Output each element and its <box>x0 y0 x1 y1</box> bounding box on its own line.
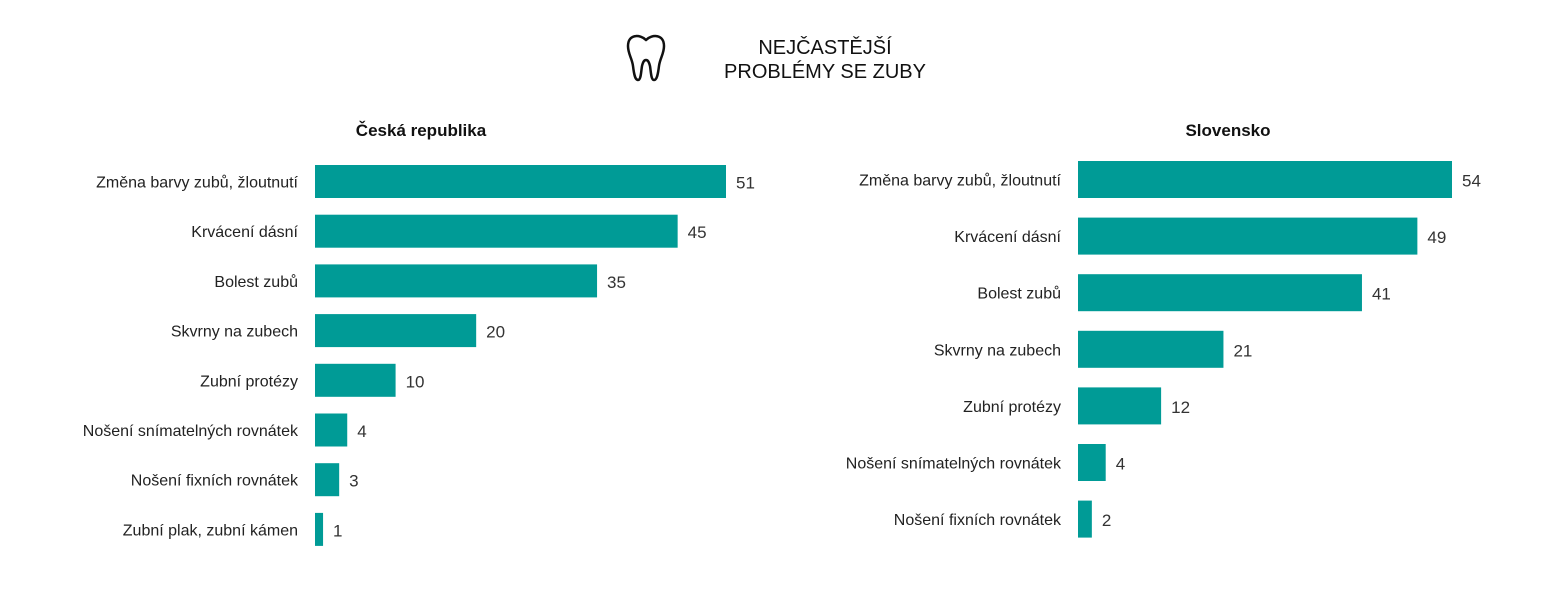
value-label: 45 <box>688 223 707 242</box>
value-label: 4 <box>1116 455 1125 474</box>
category-label: Bolest zubů <box>214 273 298 291</box>
bar <box>1078 444 1106 481</box>
chart-title: Slovensko <box>1185 121 1270 140</box>
bar <box>1078 500 1092 538</box>
bar <box>1078 274 1362 312</box>
bar <box>315 512 324 546</box>
category-label: Skvrny na zubech <box>171 324 298 341</box>
page-title: NEJČASTĚJŠÍ PROBLÉMY SE ZUBY <box>724 37 926 83</box>
value-label: 1 <box>333 521 342 540</box>
tooth-icon <box>626 34 666 82</box>
value-label: 51 <box>736 174 755 193</box>
value-label: 49 <box>1427 228 1446 247</box>
value-label: 20 <box>486 323 505 342</box>
category-label: Změna barvy zubů, žloutnutí <box>96 174 298 192</box>
category-label: Zubní protézy <box>963 399 1061 416</box>
bar <box>315 314 477 348</box>
category-label: Zubní protézy <box>200 373 298 390</box>
bar <box>315 264 598 298</box>
bar <box>315 363 396 397</box>
value-label: 21 <box>1233 341 1252 360</box>
bar <box>1078 387 1162 425</box>
value-label: 10 <box>406 372 425 391</box>
category-label: Změna barvy zubů, žloutnutí <box>859 172 1061 190</box>
bar <box>315 413 348 447</box>
bar <box>315 463 340 497</box>
bar <box>315 214 678 248</box>
category-label: Zubní plak, zubní kámen <box>123 522 298 539</box>
category-label: Nošení fixních rovnátek <box>894 512 1062 529</box>
category-label: Krvácení dásní <box>191 224 298 241</box>
value-label: 4 <box>357 422 366 441</box>
category-label: Nošení fixních rovnátek <box>131 473 299 490</box>
value-label: 35 <box>607 273 626 292</box>
bar <box>1078 217 1418 255</box>
chart-title: Česká republika <box>356 121 487 140</box>
category-label: Nošení snímatelných rovnátek <box>83 423 299 440</box>
category-label: Krvácení dásní <box>954 229 1061 246</box>
value-label: 41 <box>1372 285 1391 304</box>
value-label: 3 <box>349 472 358 491</box>
bar <box>1078 330 1224 368</box>
value-label: 12 <box>1171 398 1190 417</box>
bar <box>1078 161 1452 198</box>
category-label: Skvrny na zubech <box>934 342 1061 359</box>
header: NEJČASTĚJŠÍ PROBLÉMY SE ZUBY <box>0 0 1543 100</box>
bar <box>315 165 726 198</box>
value-label: 2 <box>1102 511 1111 530</box>
value-label: 54 <box>1462 172 1481 191</box>
category-label: Bolest zubů <box>977 285 1061 303</box>
category-label: Nošení snímatelných rovnátek <box>846 456 1062 473</box>
